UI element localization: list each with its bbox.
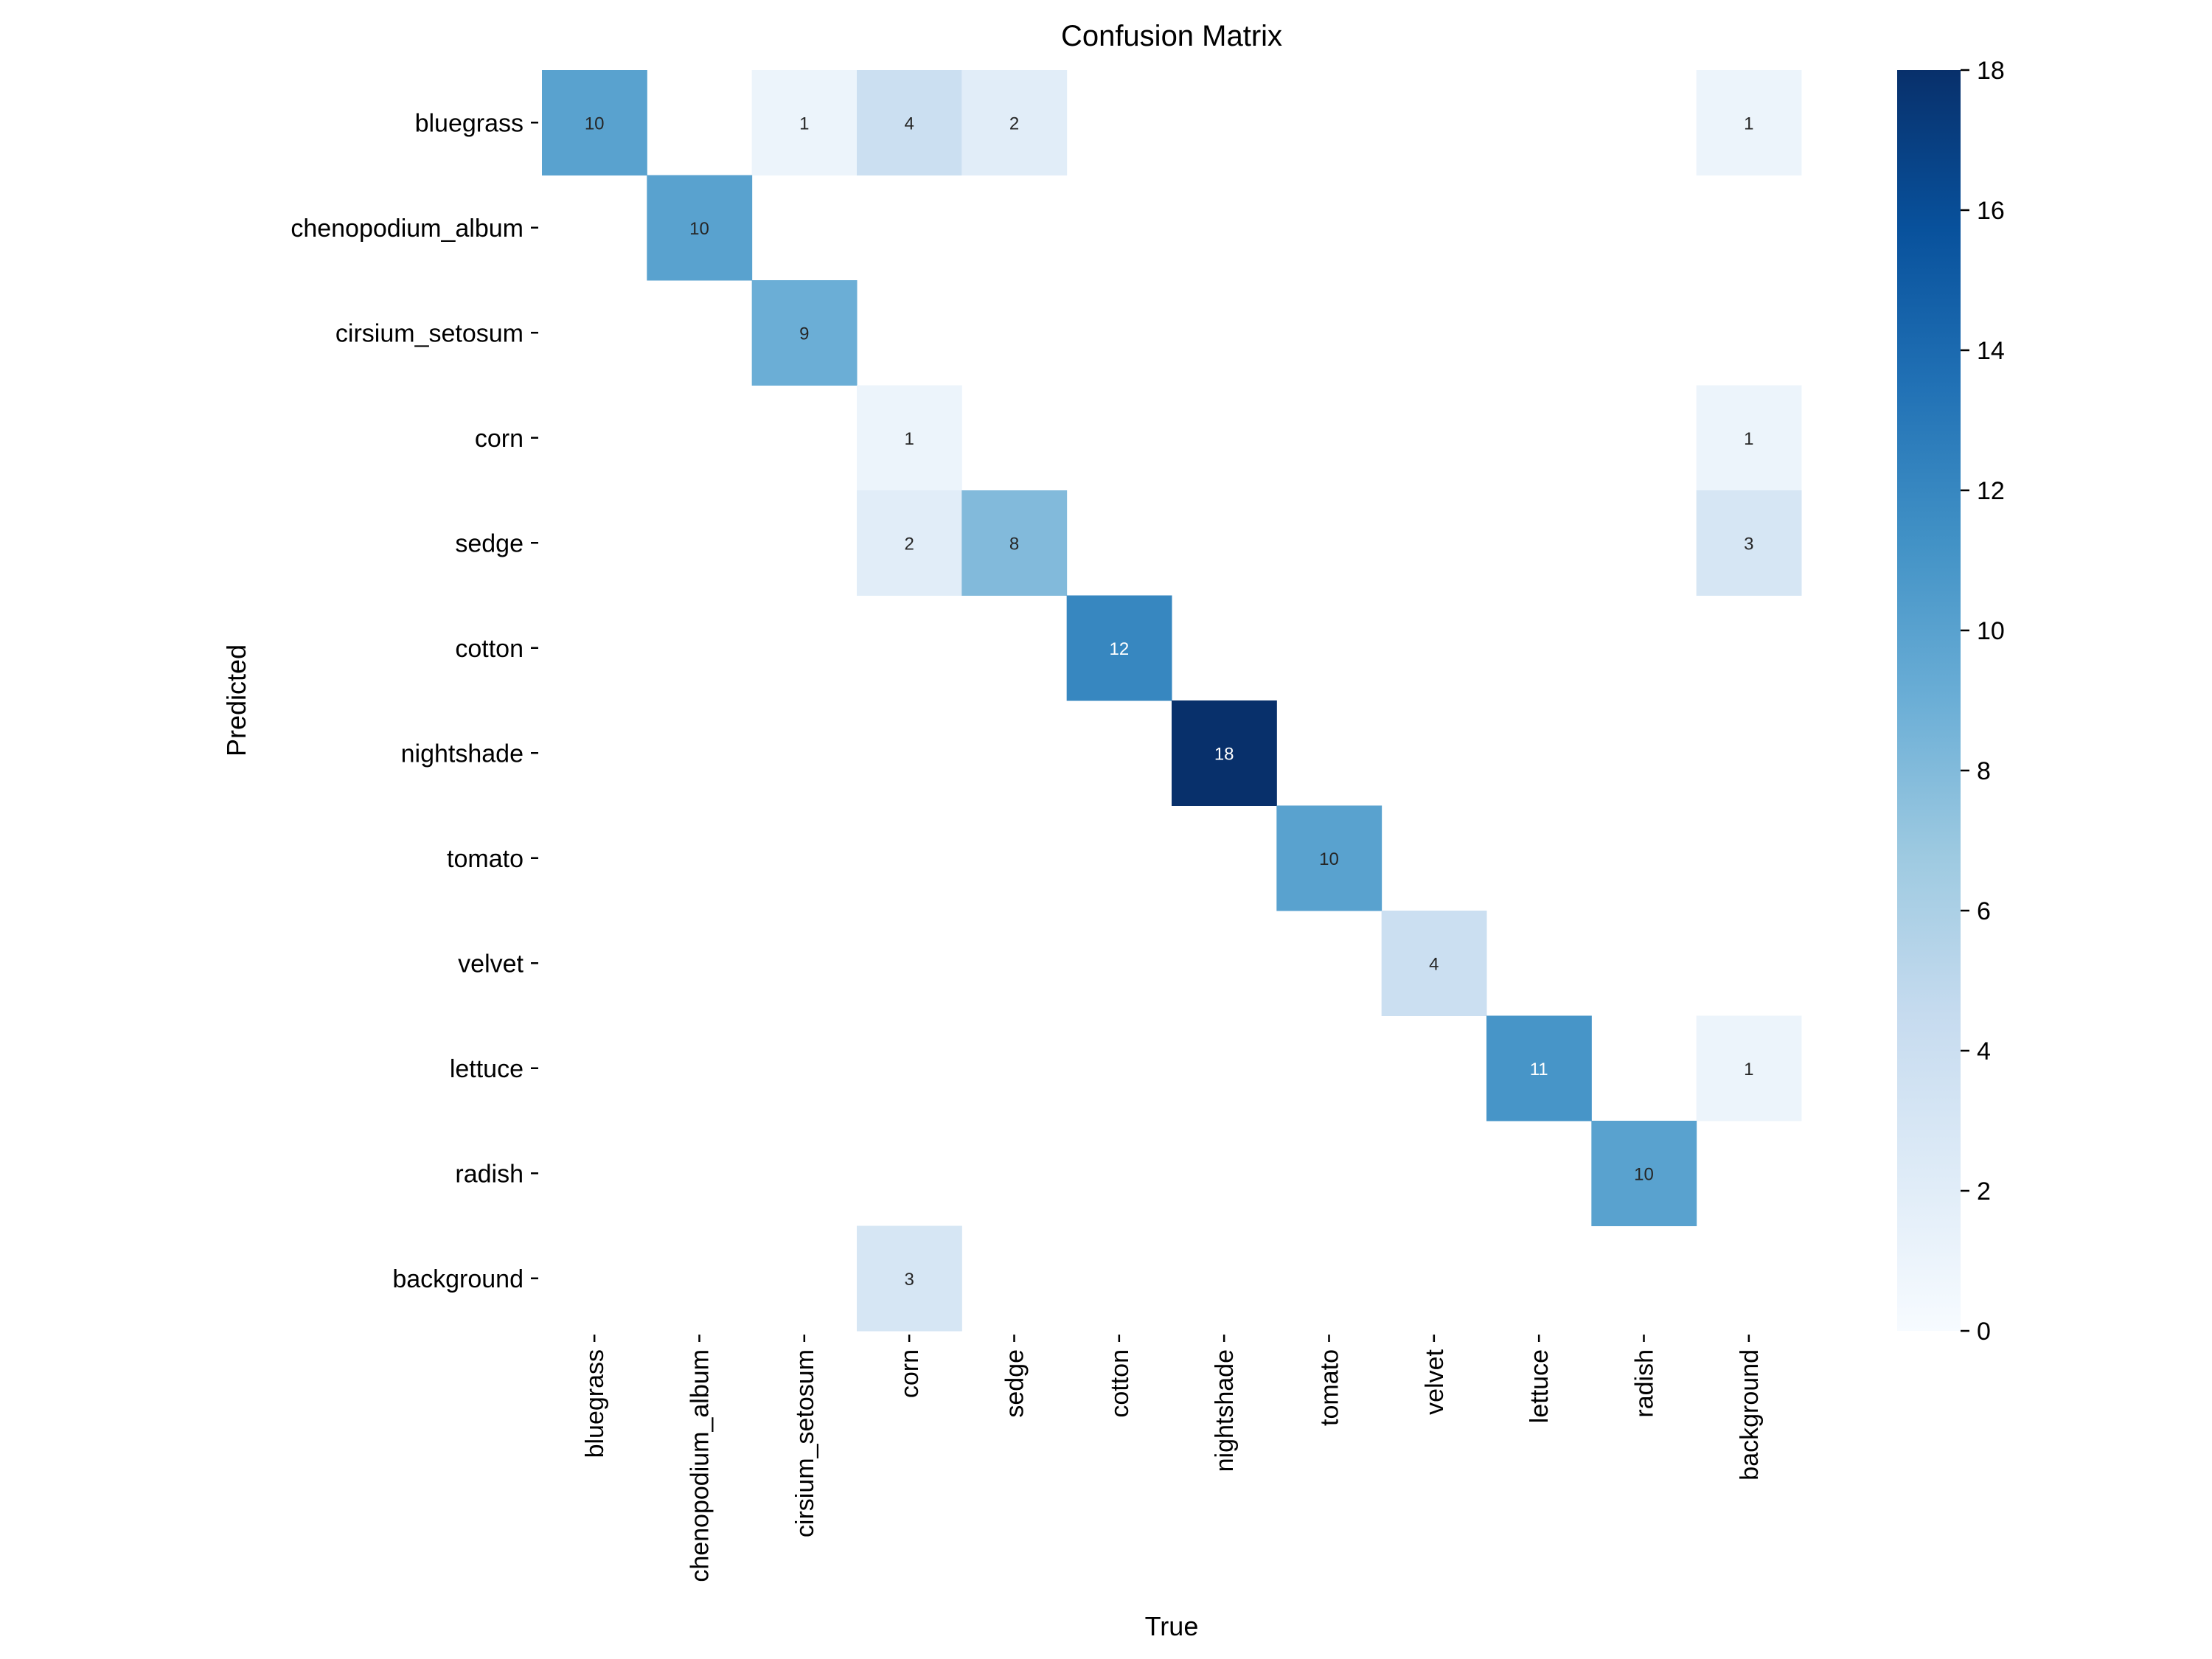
- y-tick-label: cotton: [455, 635, 524, 663]
- colorbar-ticks: 0 2 4 6 8 10 12 14 16 18: [1961, 57, 2005, 1346]
- cell-value-label: 10: [585, 114, 605, 133]
- heatmap-cell: [1486, 1015, 1592, 1121]
- colorbar-tick-label: 12: [1977, 477, 2005, 505]
- y-tick-label: chenopodium_album: [291, 215, 524, 243]
- cell-value-label: 1: [1744, 429, 1753, 449]
- heatmap-cell: [1066, 595, 1172, 701]
- cell-value-label: 1: [904, 429, 914, 449]
- cell-value-label: 12: [1109, 639, 1129, 659]
- heatmap-cell: [961, 70, 1068, 175]
- x-tick-label: cirsium_setosum: [791, 1349, 819, 1537]
- x-axis-label: True: [1145, 1611, 1199, 1641]
- heatmap-cell: [1696, 1015, 1802, 1121]
- cell-value-label: 3: [904, 1270, 914, 1290]
- heatmap-cell: [1172, 700, 1277, 806]
- x-tick-label: tomato: [1316, 1349, 1344, 1426]
- y-tick-label: bluegrass: [415, 109, 524, 137]
- heatmap-cell: [857, 70, 962, 175]
- cell-value-label: 1: [1744, 1060, 1753, 1079]
- colorbar-tick-label: 16: [1977, 197, 2005, 225]
- x-tick-label: lettuce: [1526, 1349, 1554, 1423]
- heatmap-cell: [751, 280, 858, 386]
- x-tick-label: corn: [896, 1349, 924, 1398]
- x-tick-label: chenopodium_album: [686, 1349, 714, 1582]
- cell-value-label: 8: [1009, 534, 1019, 554]
- cell-value-label: 10: [1319, 849, 1339, 869]
- x-tick-label: bluegrass: [581, 1349, 609, 1458]
- heatmap-cell: [1696, 385, 1802, 491]
- cell-value-label: 3: [1744, 534, 1753, 554]
- y-tick-label: background: [392, 1265, 524, 1293]
- chart-title: Confusion Matrix: [1061, 20, 1282, 52]
- cell-value-label: 4: [904, 114, 914, 133]
- y-tick-label: tomato: [447, 845, 524, 873]
- colorbar-tick-label: 10: [1977, 617, 2005, 645]
- heatmap-cell: [1696, 490, 1802, 596]
- y-axis-label: Predicted: [221, 644, 251, 757]
- x-tick-label: sedge: [1001, 1349, 1029, 1418]
- heatmap-cell: [751, 70, 858, 175]
- y-tick-label: velvet: [458, 950, 524, 978]
- heatmap-cell: [542, 70, 647, 175]
- cell-value-label: 2: [904, 534, 914, 554]
- y-tick-label: cirsium_setosum: [335, 319, 524, 347]
- colorbar-tick-label: 8: [1977, 757, 1991, 785]
- y-tick-label: nightshade: [401, 740, 524, 768]
- colorbar: [1897, 70, 1961, 1331]
- heatmap-cell: [647, 175, 753, 281]
- cell-value-label: 11: [1530, 1060, 1548, 1079]
- colorbar-tick-label: 0: [1977, 1318, 1991, 1346]
- heatmap-cell: [857, 385, 962, 491]
- y-tick-label: radish: [455, 1160, 524, 1188]
- cell-value-label: 2: [1009, 114, 1019, 133]
- heatmap-cell: [961, 490, 1068, 596]
- x-tick-label: nightshade: [1211, 1349, 1239, 1472]
- y-tick-label: sedge: [455, 529, 524, 557]
- cell-value-label: 10: [1634, 1164, 1654, 1184]
- colorbar-tick-label: 4: [1977, 1037, 1991, 1065]
- x-tick-label: cotton: [1106, 1349, 1134, 1418]
- colorbar-tick-label: 18: [1977, 57, 2005, 85]
- heatmap-cell: [857, 1225, 962, 1332]
- heatmap-cell: [1591, 1121, 1697, 1226]
- heatmap-cell: [857, 490, 962, 596]
- cell-value-label: 1: [1744, 114, 1753, 133]
- heatmap-cell: [1696, 70, 1802, 175]
- colorbar-tick-label: 6: [1977, 897, 1991, 925]
- x-tick-label: radish: [1631, 1349, 1659, 1418]
- colorbar-tick-label: 14: [1977, 337, 2005, 365]
- y-tick-labels: bluegrass chenopodium_album cirsium_setosu…: [291, 109, 538, 1293]
- cell-value-label: 1: [799, 114, 809, 133]
- y-tick-label: corn: [475, 425, 524, 453]
- x-tick-label: velvet: [1421, 1349, 1449, 1414]
- cell-value-label: 4: [1429, 954, 1439, 974]
- x-tick-label: background: [1736, 1349, 1764, 1481]
- heatmap-cell: [1381, 911, 1487, 1016]
- y-tick-label: lettuce: [450, 1055, 524, 1083]
- cell-value-label: 18: [1214, 744, 1234, 764]
- heatmap-cell: [1276, 805, 1382, 911]
- cell-value-label: 10: [689, 219, 709, 239]
- cell-value-label: 9: [799, 324, 809, 344]
- colorbar-tick-label: 2: [1977, 1178, 1991, 1206]
- x-tick-labels: bluegrass chenopodium_album cirsium_setosu…: [581, 1335, 1764, 1582]
